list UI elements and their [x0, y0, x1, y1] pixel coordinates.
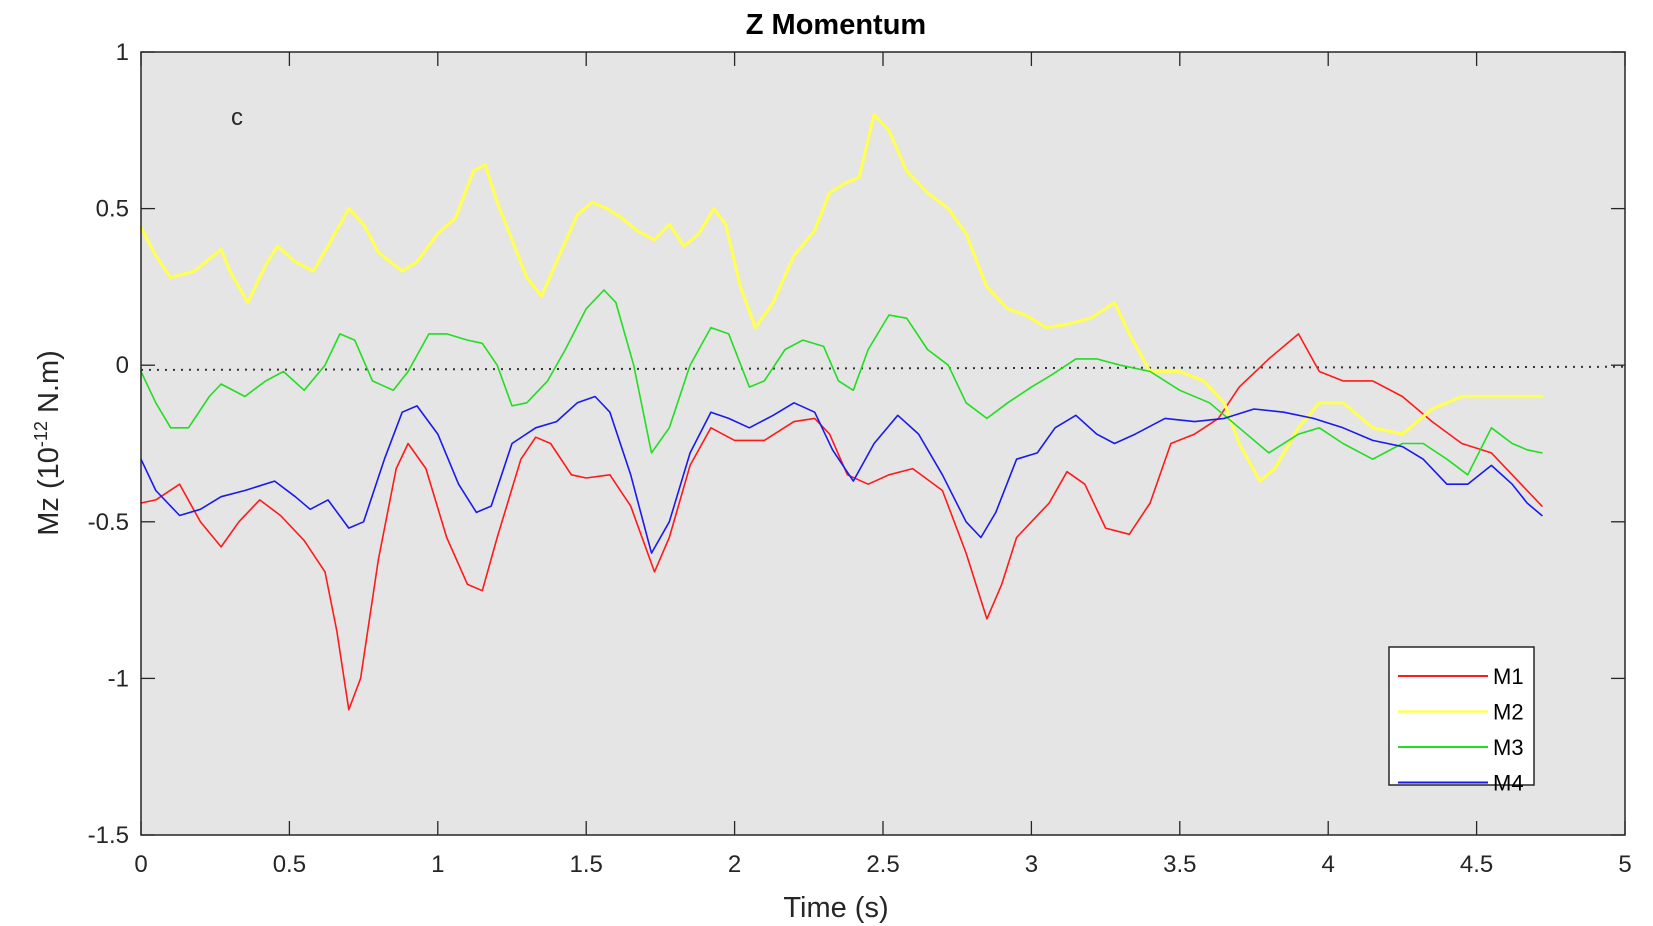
x-tick-label: 3.5 [1163, 851, 1196, 878]
series-line-m4 [140, 395, 1543, 554]
y-axis-title-unit: N.m) [33, 350, 65, 421]
plot-area [141, 52, 1625, 835]
legend-box [1388, 646, 1535, 786]
y-tick-label: 1 [116, 39, 129, 66]
y-axis-title-base: Mz (10 [33, 447, 65, 536]
y-tick-label: 0.5 [96, 196, 129, 223]
legend-label-m1: M1 [1493, 664, 1524, 689]
x-tick-label: 1 [431, 851, 444, 878]
legend: M1 M2 M3 M4 [1388, 646, 1535, 796]
y-axis-title: Mz (10-12 N.m) [31, 350, 65, 536]
y-tick-label: -0.5 [88, 509, 129, 536]
x-tick-label: 2.5 [866, 851, 899, 878]
x-tick-label: 4.5 [1460, 851, 1493, 878]
x-tick-label: 1.5 [570, 851, 603, 878]
series-line-m2 [139, 113, 1544, 483]
x-tick-label: 3 [1025, 851, 1038, 878]
panel-annotation: c [231, 104, 243, 131]
series-line-m3 [140, 289, 1543, 476]
x-tick-label: 5 [1618, 851, 1631, 878]
y-tick-label: 0 [116, 352, 129, 379]
chart-title: Z Momentum [746, 9, 926, 41]
y-axis-title-exponent: -12 [31, 421, 51, 447]
legend-label-m3: M3 [1493, 735, 1524, 760]
x-tick-label: 4 [1322, 851, 1335, 878]
legend-label-m2: M2 [1493, 700, 1524, 725]
x-tick-label: 2 [728, 851, 741, 878]
y-tick-label: -1.5 [88, 822, 129, 849]
series-line-m1 [140, 333, 1543, 711]
y-tick-label: -1 [108, 665, 129, 692]
legend-label-m4: M4 [1493, 771, 1524, 796]
x-axis-title: Time (s) [783, 892, 888, 924]
x-tick-label: 0 [134, 851, 147, 878]
x-tick-label: 0.5 [273, 851, 306, 878]
